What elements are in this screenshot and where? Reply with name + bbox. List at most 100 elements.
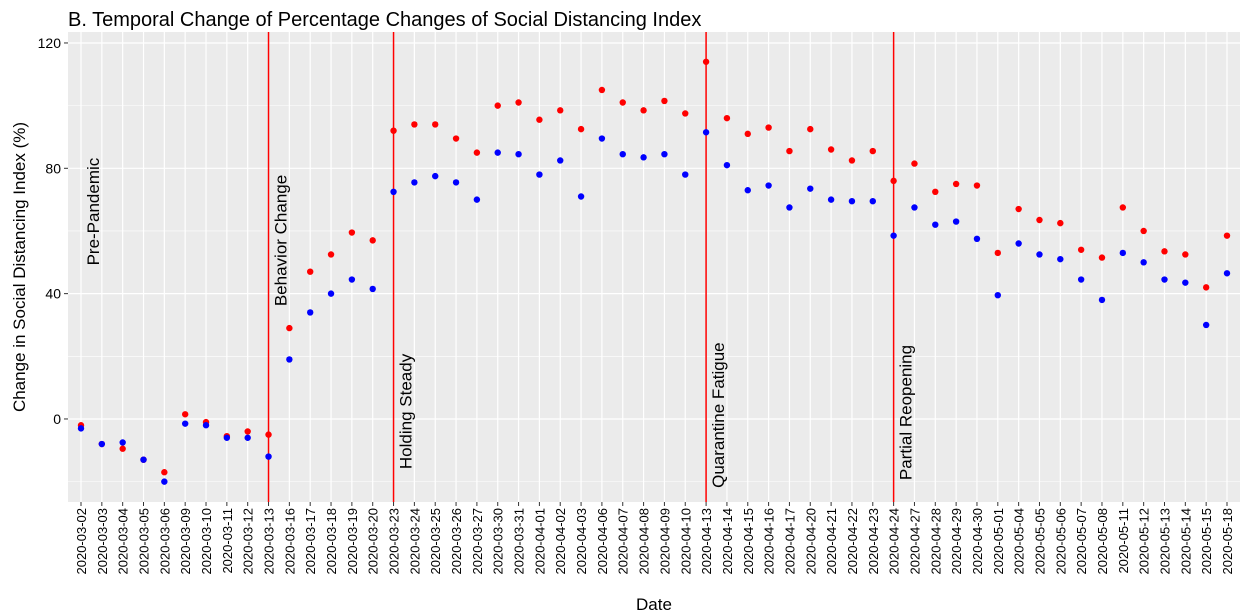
point xyxy=(744,130,751,138)
point xyxy=(557,157,564,164)
point xyxy=(723,161,731,169)
x-tick-label: 2020-03-31 xyxy=(512,508,527,575)
y-tick-label: 0 xyxy=(53,411,61,427)
x-tick-label: 2020-04-09 xyxy=(657,508,672,575)
x-tick-label: 2020-04-10 xyxy=(678,508,693,575)
x-tick-label: 2020-04-30 xyxy=(970,508,985,575)
point xyxy=(702,129,710,136)
x-tick-label: 2020-04-13 xyxy=(699,508,714,575)
point xyxy=(140,456,147,463)
point xyxy=(536,171,543,178)
point xyxy=(973,182,981,189)
point xyxy=(1161,248,1168,255)
y-tick-label: 40 xyxy=(45,286,61,302)
point xyxy=(494,149,501,156)
point xyxy=(432,121,439,128)
point xyxy=(1119,249,1127,257)
point xyxy=(869,198,876,205)
plot-background xyxy=(68,32,1240,502)
x-tick-label: 2020-05-12 xyxy=(1137,508,1152,575)
x-tick-label: 2020-04-15 xyxy=(741,508,756,575)
point xyxy=(286,324,293,332)
x-tick-label: 2020-03-11 xyxy=(220,508,235,574)
x-tick-label: 2020-03-03 xyxy=(95,508,110,575)
x-tick-label: 2020-03-06 xyxy=(157,508,172,575)
point xyxy=(640,107,647,114)
x-tick-label: 2020-04-17 xyxy=(782,508,797,575)
point xyxy=(661,151,668,158)
x-tick-label: 2020-03-18 xyxy=(324,508,339,575)
point xyxy=(1223,232,1231,239)
x-tick-label: 2020-03-09 xyxy=(178,508,193,575)
point xyxy=(911,204,918,211)
x-tick-label: 2020-04-29 xyxy=(949,508,964,575)
point xyxy=(1015,240,1022,247)
x-tick-label: 2020-03-17 xyxy=(303,508,318,575)
point xyxy=(265,431,272,438)
point xyxy=(932,221,939,228)
point xyxy=(515,151,522,158)
x-tick-label: 2020-05-04 xyxy=(1012,508,1027,575)
point xyxy=(411,121,418,128)
point xyxy=(869,147,876,155)
x-tick-label: 2020-03-25 xyxy=(428,508,443,575)
point xyxy=(557,107,564,114)
x-tick-label: 2020-03-10 xyxy=(199,508,214,575)
x-tick-label: 2020-03-20 xyxy=(366,508,381,575)
point xyxy=(890,177,897,185)
point xyxy=(661,97,668,105)
point xyxy=(161,469,168,476)
x-tick-label: 2020-04-28 xyxy=(928,508,943,575)
x-tick-label: 2020-04-21 xyxy=(824,508,839,575)
x-tick-label: 2020-04-02 xyxy=(553,508,568,575)
x-tick-label: 2020-04-01 xyxy=(532,508,547,575)
point xyxy=(181,420,189,427)
x-tick-label: 2020-03-05 xyxy=(137,508,152,575)
x-tick-label: 2020-04-16 xyxy=(762,508,777,575)
point xyxy=(536,116,543,123)
point xyxy=(161,478,168,485)
point xyxy=(1161,276,1168,283)
annotation: Partial Reopening xyxy=(897,345,916,480)
point xyxy=(1182,251,1189,258)
x-tick-label: 2020-05-07 xyxy=(1074,508,1089,575)
point xyxy=(307,309,314,316)
point xyxy=(452,135,460,142)
x-tick-label: 2020-05-14 xyxy=(1178,508,1193,575)
point xyxy=(348,229,356,236)
y-axis-label: Change in Social Distancing Index (%) xyxy=(10,122,29,412)
point xyxy=(411,179,418,186)
point xyxy=(702,58,710,65)
point xyxy=(98,440,106,448)
x-tick-label: 2020-03-02 xyxy=(74,508,89,575)
x-tick-label: 2020-03-26 xyxy=(449,508,464,575)
point xyxy=(848,198,856,205)
point xyxy=(682,110,689,117)
point xyxy=(973,235,981,242)
x-tick-label: 2020-04-07 xyxy=(616,508,631,575)
point xyxy=(181,411,189,418)
point xyxy=(911,160,918,167)
y-tick-label: 120 xyxy=(38,35,62,51)
point xyxy=(515,99,522,106)
point xyxy=(598,86,606,94)
point xyxy=(452,179,460,186)
x-tick-label: 2020-03-04 xyxy=(116,508,131,575)
point xyxy=(286,356,293,363)
point xyxy=(744,187,751,194)
point xyxy=(1077,276,1085,283)
point xyxy=(1202,284,1210,291)
x-tick-label: 2020-05-18 xyxy=(1220,508,1235,575)
point xyxy=(807,125,814,133)
point xyxy=(765,182,772,189)
x-tick-label: 2020-05-01 xyxy=(991,508,1006,575)
point xyxy=(244,428,251,435)
x-tick-label: 2020-04-20 xyxy=(803,508,818,575)
point xyxy=(473,196,481,203)
point xyxy=(432,172,439,180)
point xyxy=(1140,227,1147,235)
point xyxy=(202,422,210,429)
x-tick-label: 2020-05-13 xyxy=(1157,508,1172,575)
point xyxy=(952,218,960,225)
